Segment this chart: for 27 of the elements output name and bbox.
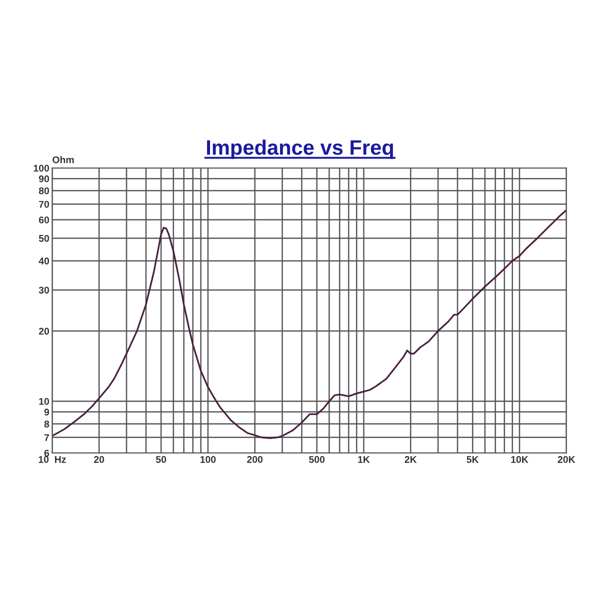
y-tick-label: 80 — [38, 187, 50, 194]
y-tick-label: 100 — [34, 164, 50, 172]
x-tick-label: 1K — [358, 456, 370, 463]
x-tick-label: 100 — [200, 456, 216, 463]
x-tick-label: 20K — [558, 456, 576, 463]
y-tick-label: 50 — [38, 234, 50, 242]
y-tick-label: 6 — [44, 450, 50, 457]
x-tick-label: 50 — [156, 456, 166, 463]
chart-title: Impedance vs Freq — [207, 140, 393, 159]
y-axis-title: Ohm — [52, 156, 74, 164]
y-tick-label: 30 — [38, 286, 50, 294]
y-tick-label: 40 — [38, 258, 50, 264]
y-tick-label: 10 — [39, 398, 50, 405]
y-tick-label: 8 — [44, 420, 50, 428]
y-tick-label: 60 — [38, 216, 50, 224]
y-tick-label: 20 — [38, 328, 50, 335]
y-tick-label: 9 — [44, 408, 50, 416]
x-tick-label: 500 — [309, 456, 325, 463]
x-tick-label: 2K — [404, 456, 417, 463]
x-tick-label: 20 — [94, 456, 104, 463]
x-tick-label: 10 Hz — [38, 456, 66, 463]
x-tick-label: 5K — [466, 456, 479, 463]
y-tick-label: 70 — [39, 200, 50, 208]
x-tick-label: 10K — [511, 456, 528, 463]
x-tick-label: 200 — [247, 456, 263, 463]
y-tick-label: 7 — [44, 434, 49, 441]
y-tick-label: 90 — [38, 175, 50, 182]
